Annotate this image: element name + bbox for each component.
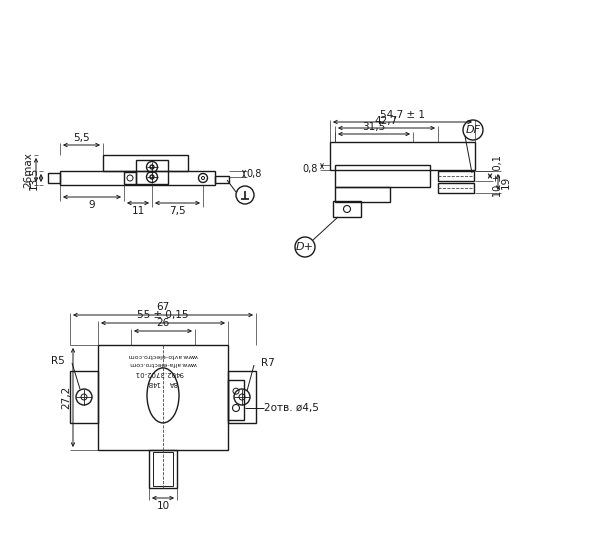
Bar — [228, 380, 244, 420]
Bar — [124, 172, 136, 184]
Bar — [98, 345, 228, 450]
Text: 8А: 8А — [168, 380, 178, 386]
Text: 11: 11 — [132, 206, 145, 216]
Text: 19: 19 — [501, 175, 511, 189]
Text: www.alfa-electro.com: www.alfa-electro.com — [129, 360, 197, 366]
Text: 42,7: 42,7 — [375, 116, 398, 126]
Text: 26: 26 — [156, 318, 170, 328]
Bar — [70, 371, 98, 423]
Bar — [153, 452, 173, 486]
Text: 9402.3702-01: 9402.3702-01 — [135, 370, 183, 376]
Bar — [333, 201, 361, 217]
Bar — [149, 450, 177, 488]
Text: 31,5: 31,5 — [362, 122, 386, 132]
Bar — [136, 160, 168, 184]
Bar — [438, 183, 474, 193]
Bar — [103, 155, 188, 171]
Text: 14В: 14В — [146, 380, 160, 386]
Text: 9: 9 — [88, 200, 96, 210]
Bar — [335, 165, 430, 187]
Text: 54,7 ± 1: 54,7 ± 1 — [380, 110, 425, 120]
Text: D+: D+ — [296, 242, 314, 252]
Text: www.avto-electro.com: www.avto-electro.com — [128, 353, 198, 358]
Bar — [48, 173, 60, 183]
Text: R7: R7 — [261, 358, 275, 368]
Bar — [228, 371, 256, 423]
Text: DF: DF — [466, 125, 480, 135]
Text: 55 ± 0,15: 55 ± 0,15 — [137, 310, 189, 320]
Text: 7,5: 7,5 — [169, 206, 186, 216]
Text: 2отв. ø4,5: 2отв. ø4,5 — [264, 403, 319, 413]
Text: 0,8: 0,8 — [246, 169, 261, 179]
Text: R5: R5 — [51, 356, 65, 366]
Text: 67: 67 — [156, 302, 170, 312]
Text: 0,8: 0,8 — [303, 164, 318, 174]
Text: 10 ± 0,1: 10 ± 0,1 — [493, 155, 503, 197]
Text: 27,2: 27,2 — [61, 386, 71, 409]
Bar — [215, 176, 229, 183]
Text: 10: 10 — [156, 501, 169, 511]
Bar — [335, 187, 390, 202]
Text: 5,5: 5,5 — [73, 133, 90, 143]
Text: 26max: 26max — [23, 152, 33, 188]
Bar — [438, 171, 474, 181]
Bar — [330, 142, 475, 170]
Text: 13,5: 13,5 — [29, 166, 39, 190]
Bar — [60, 171, 215, 185]
